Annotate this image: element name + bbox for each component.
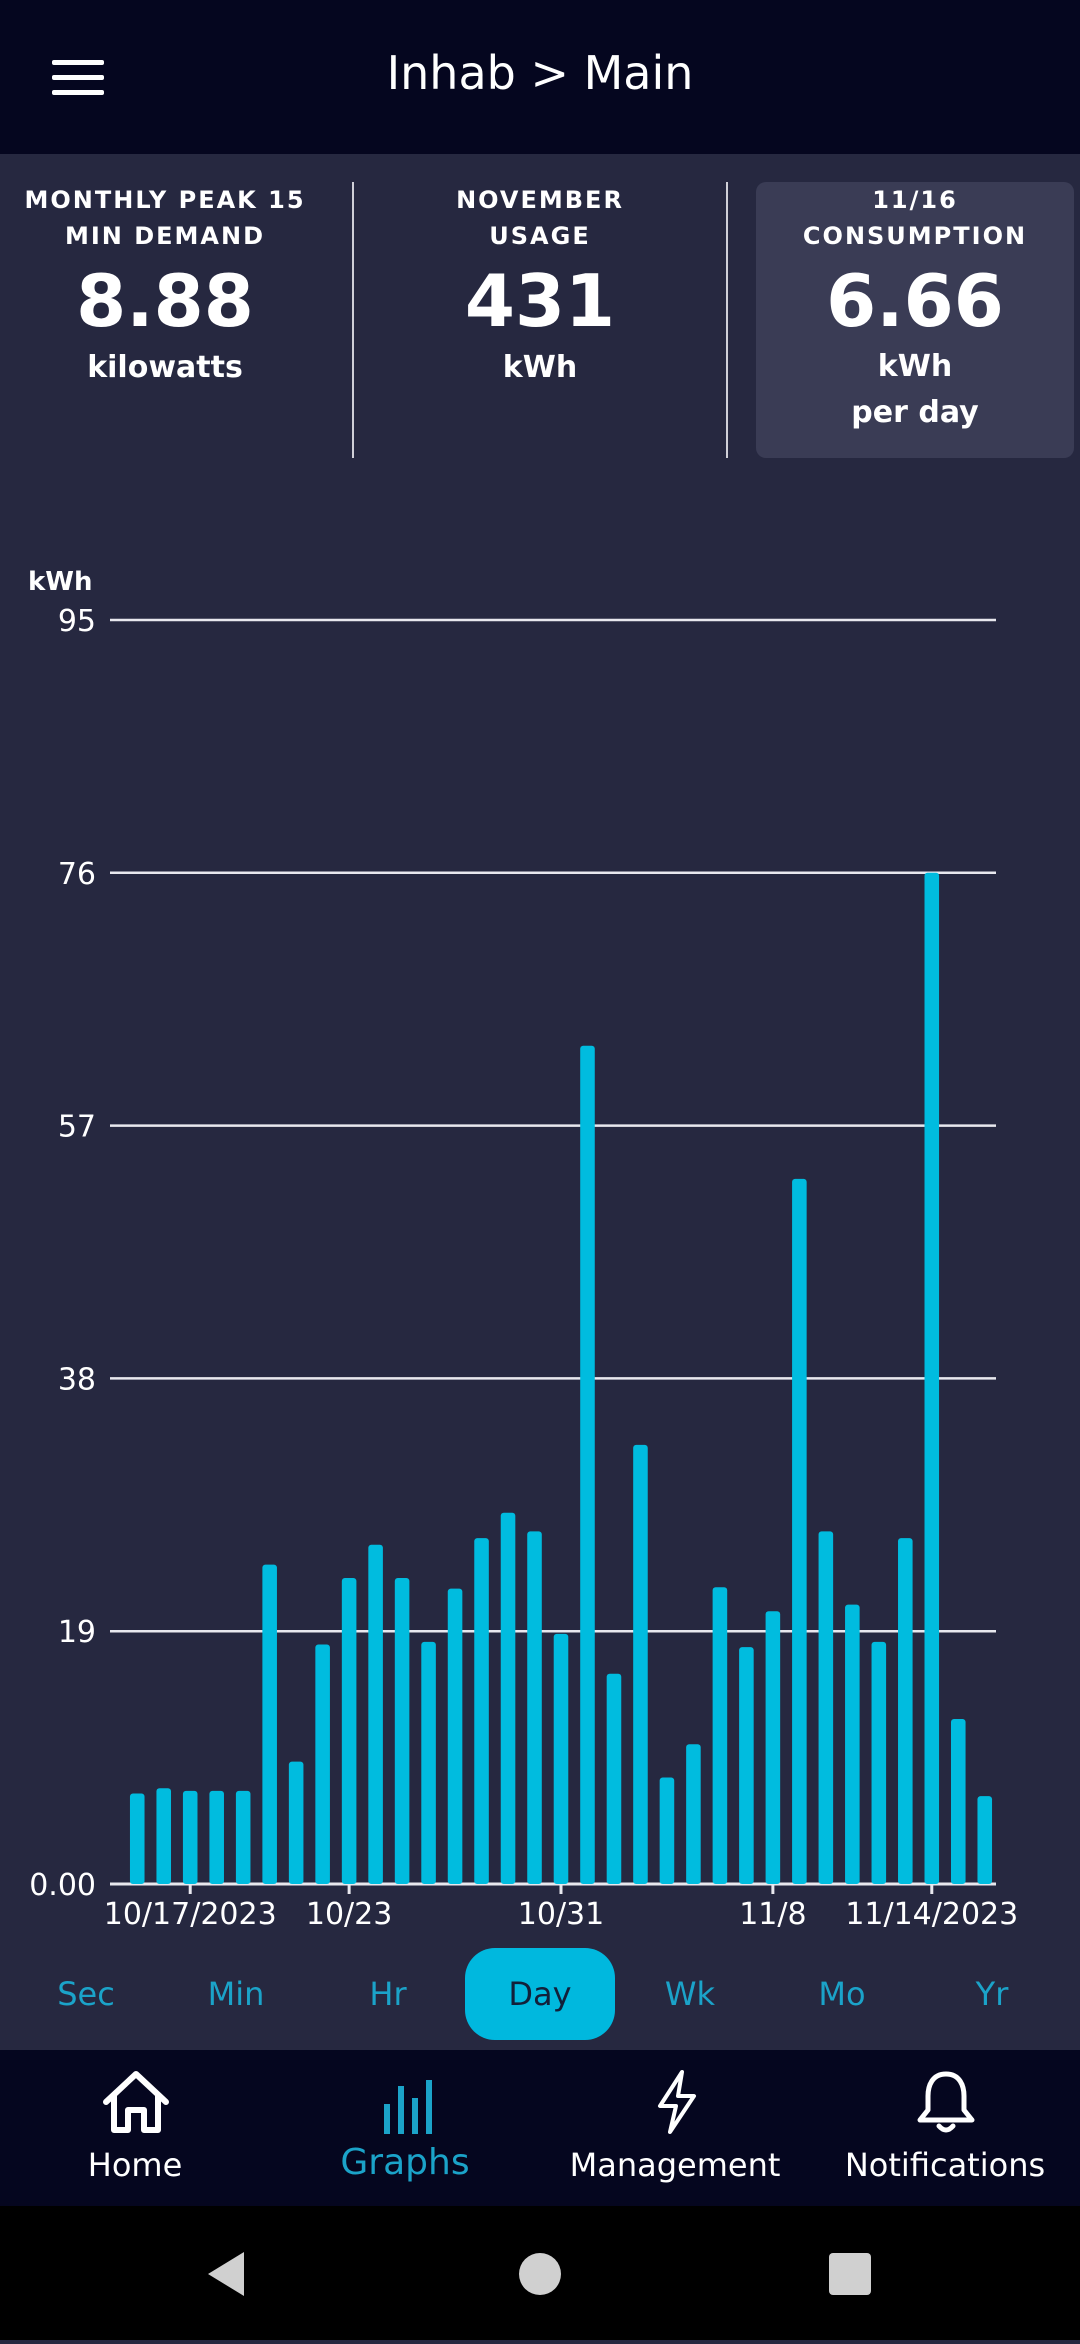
chart-bar (288, 1761, 304, 1884)
chart-bar (527, 1531, 542, 1884)
nav-notifications[interactable]: Notifications (810, 2050, 1080, 2206)
y-tick-label: 19 (58, 1615, 96, 1650)
nav-label: Notifications (844, 2146, 1046, 2184)
chart-bar (792, 1178, 807, 1884)
nav-label: Graphs (340, 2142, 470, 2183)
chart-bar (421, 1641, 436, 1884)
november-usage-stat[interactable]: NOVEMBER USAGE 431 kWh (390, 182, 690, 392)
x-tick-label: 10/17/2023 (104, 1897, 277, 1932)
tab-wk[interactable]: Wk (664, 1975, 716, 2013)
chart-bar (262, 1564, 277, 1884)
chart-bar (156, 1788, 172, 1884)
stats-panel: MONTHLY PEAK 15 MIN DEMAND 8.88 kilowatt… (0, 154, 1080, 484)
divider (352, 182, 354, 458)
chart-bar (447, 1588, 463, 1884)
y-tick-label: 76 (58, 857, 96, 892)
tab-sec[interactable]: Sec (57, 1975, 115, 2013)
chart-bar (474, 1538, 489, 1884)
nav-home[interactable]: Home (0, 2050, 270, 2206)
nav-management[interactable]: Management (540, 2050, 810, 2206)
app-header: Inhab > Main (0, 0, 1080, 154)
bar-chart-icon (384, 2080, 432, 2134)
back-triangle-icon (208, 2252, 244, 2296)
chart-bar (394, 1577, 410, 1884)
x-tick-label: 11/8 (739, 1897, 806, 1932)
chart-bar (235, 1790, 251, 1884)
chart-bar (898, 1538, 913, 1884)
divider (726, 182, 728, 458)
y-tick-label: 95 (58, 604, 96, 639)
chart-bar (765, 1611, 781, 1884)
stat-label: USAGE (489, 222, 591, 250)
tab-hr[interactable]: Hr (369, 1975, 407, 2013)
chart-bar (686, 1744, 701, 1884)
lightning-icon (658, 2070, 696, 2134)
tab-mo[interactable]: Mo (818, 1975, 866, 2013)
tab-min[interactable]: Min (207, 1975, 265, 2013)
home-circle-icon (519, 2253, 561, 2295)
chart-bar (659, 1777, 675, 1884)
back-button[interactable] (166, 2206, 286, 2340)
stat-label: 11/16 (872, 186, 958, 214)
y-axis-label: kWh (28, 567, 92, 597)
tab-yr[interactable]: Yr (975, 1975, 1009, 2013)
x-tick-label: 11/14/2023 (845, 1897, 1018, 1932)
tab-day[interactable]: Day (465, 1948, 615, 2040)
chart-bar (182, 1790, 198, 1884)
system-navigation-bar (0, 2206, 1080, 2340)
stat-value: 431 (464, 259, 616, 343)
x-tick-label: 10/31 (518, 1897, 604, 1932)
stat-value: 6.66 (826, 259, 1004, 343)
recents-square-icon (829, 2253, 871, 2295)
stat-label: CONSUMPTION (802, 222, 1028, 250)
x-tick-label: 10/23 (306, 1897, 392, 1932)
chart-bar (950, 1719, 966, 1884)
home-icon (103, 2071, 169, 2133)
chart-bar (315, 1644, 330, 1884)
chart-bar (209, 1790, 224, 1884)
usage-chart[interactable]: kWh 0.00 19 38 57 76 95 10/17/2023 10/23 10/31 11/… (0, 560, 1080, 1940)
y-tick-label: 38 (58, 1362, 96, 1397)
chart-bar (341, 1577, 357, 1884)
chart-bar (871, 1641, 887, 1884)
stat-unit: kilowatts (87, 350, 243, 385)
monthly-peak-demand-stat[interactable]: MONTHLY PEAK 15 MIN DEMAND 8.88 kilowatt… (20, 182, 310, 392)
bell-icon (917, 2071, 975, 2133)
stat-unit: kWh (877, 349, 953, 384)
recents-button[interactable] (790, 2206, 910, 2340)
chart-bar (553, 1633, 569, 1884)
home-system-button[interactable] (480, 2206, 600, 2340)
chart-bar (712, 1587, 728, 1884)
chart-bar (924, 872, 940, 1884)
stat-label: NOVEMBER (456, 186, 624, 214)
daily-consumption-stat[interactable]: 11/16 CONSUMPTION 6.66 kWh per day (756, 182, 1074, 458)
nav-label: Management (569, 2146, 781, 2184)
stat-unit: kWh (502, 350, 578, 385)
stat-value: 8.88 (76, 259, 254, 343)
chart-bar (580, 1045, 595, 1884)
y-tick-label: 0.00 (29, 1868, 96, 1903)
stat-label: MIN DEMAND (64, 222, 266, 250)
chart-bar (500, 1512, 516, 1884)
chart-bar (977, 1796, 993, 1884)
chart-bar (845, 1604, 860, 1884)
interval-tabs: Sec Min Hr Day Wk Mo Yr (0, 1948, 1080, 2040)
y-tick-label: 57 (58, 1110, 96, 1145)
page-title: Inhab > Main (386, 46, 694, 100)
chart-bar (129, 1793, 145, 1884)
stat-label: MONTHLY PEAK 15 (24, 186, 306, 214)
hamburger-menu-icon[interactable] (52, 60, 104, 96)
bottom-navigation: Home Graphs Management Notifications (0, 2050, 1080, 2206)
nav-graphs[interactable]: Graphs (270, 2050, 540, 2206)
chart-bar (606, 1673, 622, 1884)
chart-bar (739, 1647, 754, 1884)
bar-chart-svg: kWh 0.00 19 38 57 76 95 10/17/2023 10/23 10/31 11/… (28, 567, 1018, 1932)
chart-bar (818, 1531, 834, 1884)
chart-bar (633, 1444, 648, 1884)
stat-unit-per-day: per day (851, 395, 979, 430)
nav-label: Home (87, 2146, 183, 2184)
chart-bar (368, 1544, 383, 1884)
